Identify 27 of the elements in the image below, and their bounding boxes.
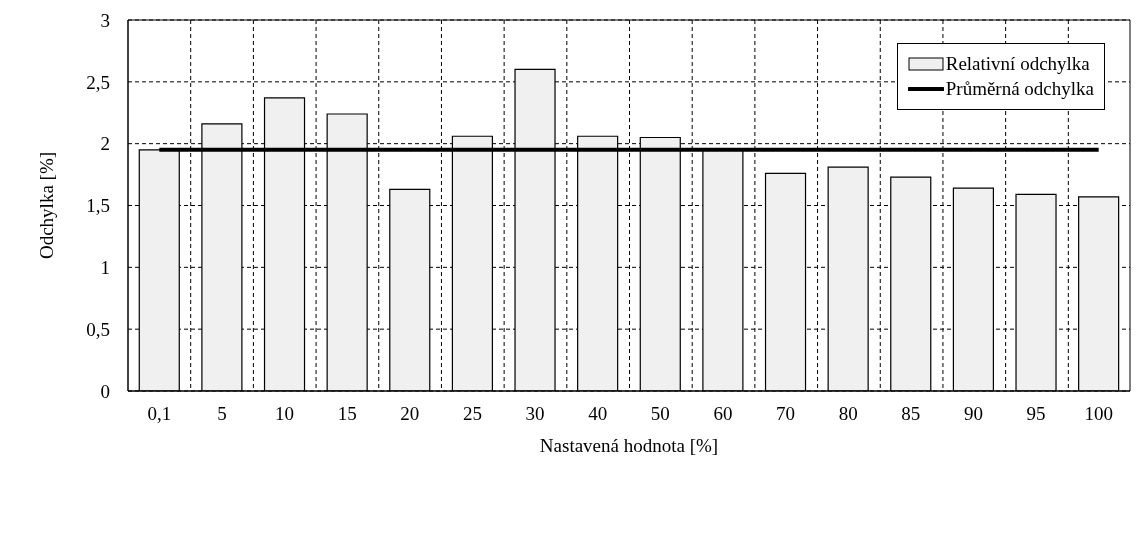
x-tick-label: 20 bbox=[400, 403, 420, 425]
x-tick-label: 85 bbox=[901, 403, 921, 425]
x-tick-label: 60 bbox=[713, 403, 733, 425]
y-axis-title: Odchylka [%] bbox=[35, 151, 57, 260]
x-axis-title: Nastavená hodnota [%] bbox=[539, 435, 719, 457]
y-tick-label: 0,5 bbox=[86, 318, 110, 340]
y-tick-label: 1 bbox=[100, 257, 110, 279]
x-tick-label: 90 bbox=[963, 403, 983, 425]
x-tick-label: 0,1 bbox=[147, 403, 172, 425]
x-tick-label: 25 bbox=[462, 403, 482, 425]
y-tick-label: 0 bbox=[100, 380, 110, 402]
legend-label: Průměrná odchylka bbox=[945, 78, 1094, 100]
x-tick-label: 15 bbox=[337, 403, 357, 425]
x-tick-label: 30 bbox=[525, 403, 545, 425]
legend-label: Relativní odchylka bbox=[945, 53, 1090, 75]
x-tick-label: 40 bbox=[588, 403, 608, 425]
x-tick-label: 95 bbox=[1026, 403, 1046, 425]
x-tick-label: 100 bbox=[1084, 403, 1113, 425]
y-tick-label: 2 bbox=[100, 133, 110, 155]
x-tick-label: 70 bbox=[776, 403, 796, 425]
y-tick-label: 3 bbox=[100, 9, 110, 31]
x-tick-label: 10 bbox=[275, 403, 295, 425]
x-tick-label: 80 bbox=[838, 403, 858, 425]
x-tick-label: 50 bbox=[650, 403, 670, 425]
x-tick-label: 5 bbox=[217, 403, 227, 425]
y-tick-label: 2,5 bbox=[86, 71, 110, 93]
y-tick-label: 1,5 bbox=[86, 195, 110, 217]
